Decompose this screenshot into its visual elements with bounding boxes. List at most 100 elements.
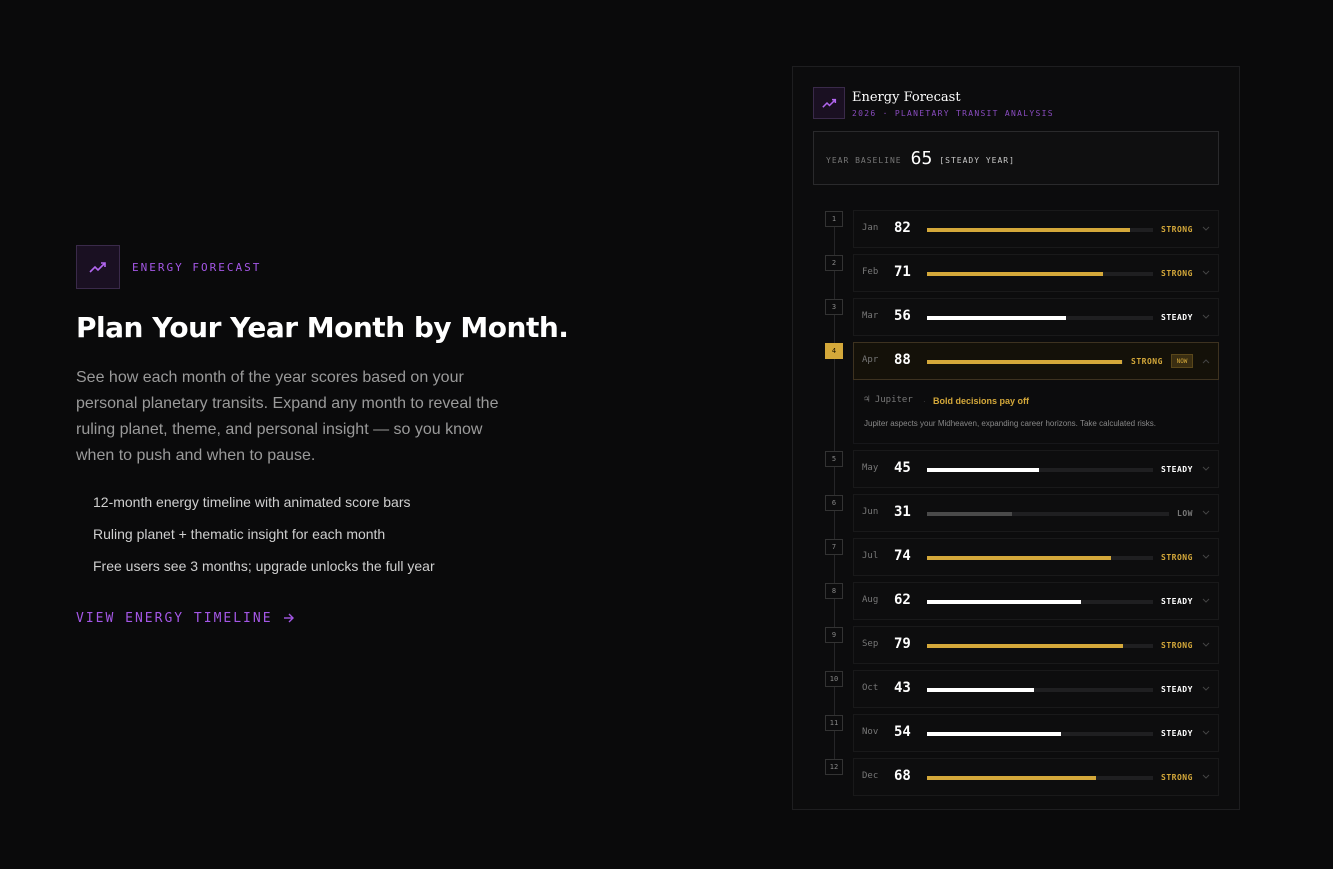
chevron-down-icon: [1202, 510, 1210, 515]
feature-item: Free users see 3 months; upgrade unlocks…: [93, 557, 435, 574]
month-number: 10: [825, 671, 843, 687]
month-row[interactable]: May 45 STEADY: [853, 450, 1219, 488]
score-bar-track: [927, 468, 1153, 472]
month-score: 43: [894, 680, 911, 696]
energy-label: STRONG: [1161, 225, 1193, 234]
score-bar-track: [927, 228, 1153, 232]
score-bar-track: [927, 360, 1123, 364]
score-bar-track: [927, 556, 1153, 560]
score-bar: [927, 468, 1039, 472]
month-score: 79: [894, 636, 911, 652]
month-score: 82: [894, 220, 911, 236]
month-name: Jun: [862, 507, 879, 517]
score-bar-track: [927, 600, 1153, 604]
month-score: 31: [894, 504, 911, 520]
baseline-tag: [STEADY YEAR]: [939, 156, 1015, 165]
eyebrow: ENERGY FORECAST: [76, 245, 536, 289]
month-name: Jan: [862, 223, 879, 233]
score-bar: [927, 316, 1066, 320]
month-name: Nov: [862, 727, 879, 737]
baseline-value: 65: [910, 147, 933, 169]
month-name: Feb: [862, 267, 879, 277]
chevron-down-icon: [1202, 554, 1210, 559]
chevron-down-icon: [1202, 314, 1210, 319]
score-bar: [927, 556, 1111, 560]
page-title: Plan Your Year Month by Month.: [76, 311, 569, 344]
year-baseline: YEAR BASELINE 65 [STEADY YEAR]: [813, 131, 1219, 185]
month-timeline: 1 Jan 82 STRONG 2 Feb 71 STRONG 3 Mar 56 STEADY 4 Apr…: [825, 210, 1219, 796]
month-number: 4: [825, 343, 843, 359]
month-name: May: [862, 463, 879, 473]
energy-label: STRONG: [1161, 553, 1193, 562]
panel-header: Energy Forecast 2026 · PLANETARY TRANSIT…: [813, 87, 1054, 119]
chevron-down-icon: [1202, 642, 1210, 647]
month-score: 45: [894, 460, 911, 476]
arrow-right-icon: [283, 613, 294, 623]
month-score: 62: [894, 592, 911, 608]
chevron-down-icon: [1202, 466, 1210, 471]
score-bar-track: [927, 688, 1153, 692]
feature-item: Ruling planet + thematic insight for eac…: [93, 525, 386, 542]
month-number: 7: [825, 539, 843, 555]
month-row[interactable]: Sep 79 STRONG: [853, 626, 1219, 664]
month-row[interactable]: Apr 88 STRONG NOW: [853, 342, 1219, 380]
month-row[interactable]: Feb 71 STRONG: [853, 254, 1219, 292]
month-name: Sep: [862, 639, 879, 649]
score-bar: [927, 600, 1081, 604]
month-row[interactable]: Jun 31 LOW: [853, 494, 1219, 532]
energy-label: STEADY: [1161, 729, 1193, 738]
separator-dot: ·: [923, 397, 926, 406]
ruling-planet: ♃ Jupiter: [864, 395, 913, 405]
month-row[interactable]: Nov 54 STEADY: [853, 714, 1219, 752]
energy-label: STRONG: [1161, 269, 1193, 278]
month-row[interactable]: Jul 74 STRONG: [853, 538, 1219, 576]
month-number: 6: [825, 495, 843, 511]
month-number: 11: [825, 715, 843, 731]
score-bar-track: [927, 316, 1153, 320]
energy-label: STRONG: [1161, 641, 1193, 650]
month-row[interactable]: Aug 62 STEADY: [853, 582, 1219, 620]
month-number: 5: [825, 451, 843, 467]
month-number: 8: [825, 583, 843, 599]
score-bar: [927, 688, 1034, 692]
score-bar-track: [927, 732, 1153, 736]
month-number: 12: [825, 759, 843, 775]
panel-title: Energy Forecast: [852, 89, 961, 105]
energy-label: STEADY: [1161, 597, 1193, 606]
month-score: 56: [894, 308, 911, 324]
month-row[interactable]: Dec 68 STRONG: [853, 758, 1219, 796]
month-score: 88: [894, 352, 911, 368]
month-name: Apr: [862, 355, 879, 365]
month-score: 71: [894, 264, 911, 280]
score-bar-track: [927, 644, 1153, 648]
now-badge: NOW: [1171, 354, 1193, 368]
chevron-down-icon: [1202, 774, 1210, 779]
energy-label: STEADY: [1161, 313, 1193, 322]
panel-subtitle: 2026 · PLANETARY TRANSIT ANALYSIS: [852, 108, 1054, 118]
month-row[interactable]: Oct 43 STEADY: [853, 670, 1219, 708]
score-bar: [927, 360, 1122, 364]
energy-label: STEADY: [1161, 685, 1193, 694]
month-name: Dec: [862, 771, 879, 781]
month-number: 9: [825, 627, 843, 643]
month-score: 74: [894, 548, 911, 564]
score-bar-track: [927, 512, 1169, 516]
chevron-down-icon: [1202, 686, 1210, 691]
month-number: 3: [825, 299, 843, 315]
energy-forecast-panel: Energy Forecast 2026 · PLANETARY TRANSIT…: [792, 66, 1240, 810]
feature-list: 12-month energy timeline with animated s…: [76, 493, 536, 589]
energy-label: STRONG: [1161, 773, 1193, 782]
month-score: 54: [894, 724, 911, 740]
score-bar: [927, 228, 1130, 232]
month-name: Aug: [862, 595, 879, 605]
month-number: 2: [825, 255, 843, 271]
feature-item: 12-month energy timeline with animated s…: [93, 493, 411, 510]
score-bar: [927, 644, 1123, 648]
score-bar: [927, 732, 1061, 736]
view-timeline-link[interactable]: VIEW ENERGY TIMELINE: [76, 611, 536, 626]
score-bar-track: [927, 776, 1153, 780]
intro-description: See how each month of the year scores ba…: [76, 368, 499, 464]
month-row[interactable]: Mar 56 STEADY: [853, 298, 1219, 336]
month-row[interactable]: Jan 82 STRONG: [853, 210, 1219, 248]
trend-up-icon: [813, 87, 845, 119]
